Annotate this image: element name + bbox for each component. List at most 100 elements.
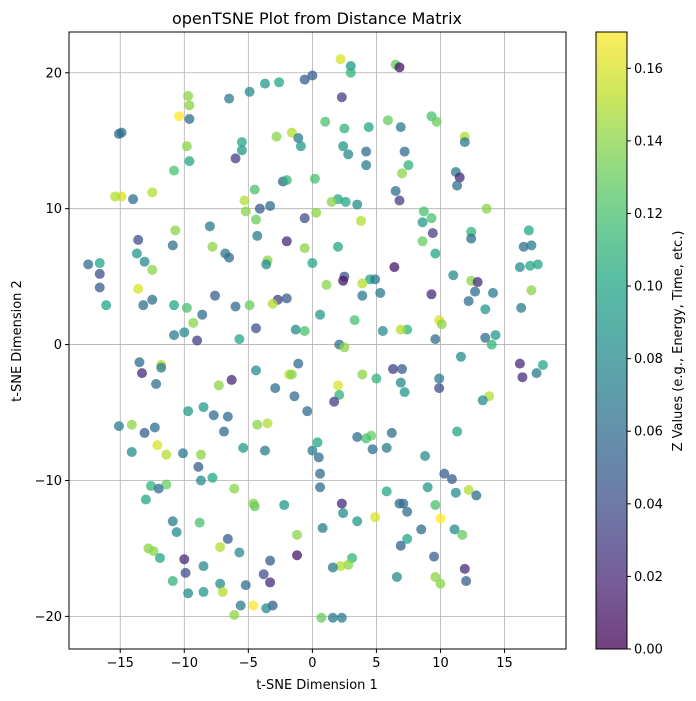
data-point (517, 372, 528, 383)
data-point (213, 380, 224, 391)
data-point (391, 571, 402, 582)
y-tick-label: 20 (45, 66, 62, 81)
data-point (139, 256, 150, 267)
data-point (161, 449, 172, 460)
data-point (234, 547, 245, 558)
data-point (224, 252, 235, 263)
data-point (514, 262, 525, 273)
y-tick-label: −20 (35, 610, 62, 625)
data-point (395, 324, 406, 335)
data-point (198, 586, 209, 597)
data-point (395, 540, 406, 551)
data-point (463, 484, 474, 495)
data-point (418, 206, 429, 217)
data-point (394, 195, 405, 206)
data-point (249, 501, 260, 512)
data-point (261, 603, 272, 614)
data-point (94, 282, 105, 293)
y-axis-ticks: −20 −10 0 10 20 (35, 66, 69, 625)
data-point (336, 612, 347, 623)
data-point (397, 168, 408, 179)
chart-title: openTSNE Plot from Distance Matrix (172, 9, 462, 28)
data-point (195, 475, 206, 486)
data-point (259, 78, 270, 89)
data-point (138, 300, 149, 311)
data-point (215, 578, 226, 589)
data-point (431, 116, 442, 127)
data-point (249, 184, 260, 195)
data-point (234, 334, 245, 345)
data-point (178, 448, 189, 459)
data-point (525, 260, 536, 271)
data-point (188, 317, 199, 328)
data-point (261, 259, 272, 270)
data-point (239, 195, 250, 206)
data-point (113, 421, 124, 432)
data-point (371, 373, 382, 384)
data-point (435, 578, 446, 589)
data-point (329, 396, 340, 407)
data-point (315, 468, 326, 479)
data-point (335, 54, 346, 65)
data-point (312, 437, 323, 448)
x-tick-label: 10 (432, 656, 449, 671)
colorbar (596, 32, 627, 649)
data-point (281, 175, 292, 186)
data-point (194, 517, 205, 528)
data-point (472, 277, 483, 288)
data-point (293, 133, 304, 144)
data-point (222, 411, 233, 422)
data-point (402, 506, 413, 517)
data-point (352, 199, 363, 210)
data-point (537, 359, 548, 370)
data-point (450, 487, 461, 498)
data-point (128, 194, 139, 205)
data-point (459, 563, 470, 574)
x-tick-label: 15 (496, 656, 513, 671)
data-point (422, 482, 433, 493)
data-point (427, 228, 438, 239)
colorbar-tick-label: 0.08 (634, 352, 663, 367)
data-point (195, 449, 206, 460)
data-point (345, 67, 356, 78)
data-point (210, 290, 221, 301)
data-point (402, 533, 413, 544)
data-point (430, 571, 441, 582)
data-point (271, 131, 282, 142)
data-point (94, 268, 105, 279)
data-point (377, 325, 388, 336)
data-point (395, 377, 406, 388)
data-point (381, 486, 392, 497)
data-point (265, 577, 276, 588)
data-point (265, 200, 276, 211)
data-point (251, 365, 262, 376)
data-point (436, 319, 447, 330)
y-axis-label: t-SNE Dimension 2 (10, 280, 25, 402)
data-point (339, 342, 350, 353)
data-point (218, 426, 229, 437)
data-point (449, 524, 460, 535)
data-point (267, 298, 278, 309)
y-tick-label: 0 (54, 338, 62, 353)
data-point (153, 483, 164, 494)
data-point (461, 576, 472, 587)
data-point (184, 100, 195, 111)
data-point (452, 180, 463, 191)
data-point (416, 524, 427, 535)
data-point (426, 289, 437, 300)
data-point (254, 203, 265, 214)
data-point (147, 187, 158, 198)
data-points (83, 54, 548, 623)
data-point (338, 141, 349, 152)
data-point (434, 383, 445, 394)
data-point (531, 368, 542, 379)
data-point (523, 225, 534, 236)
colorbar-tick-label: 0.06 (634, 425, 663, 440)
data-point (455, 351, 466, 362)
plot-frame (68, 31, 567, 650)
data-point (193, 461, 204, 472)
data-point (169, 300, 180, 311)
data-point (335, 561, 346, 572)
data-point (299, 325, 310, 336)
data-point (466, 233, 477, 244)
